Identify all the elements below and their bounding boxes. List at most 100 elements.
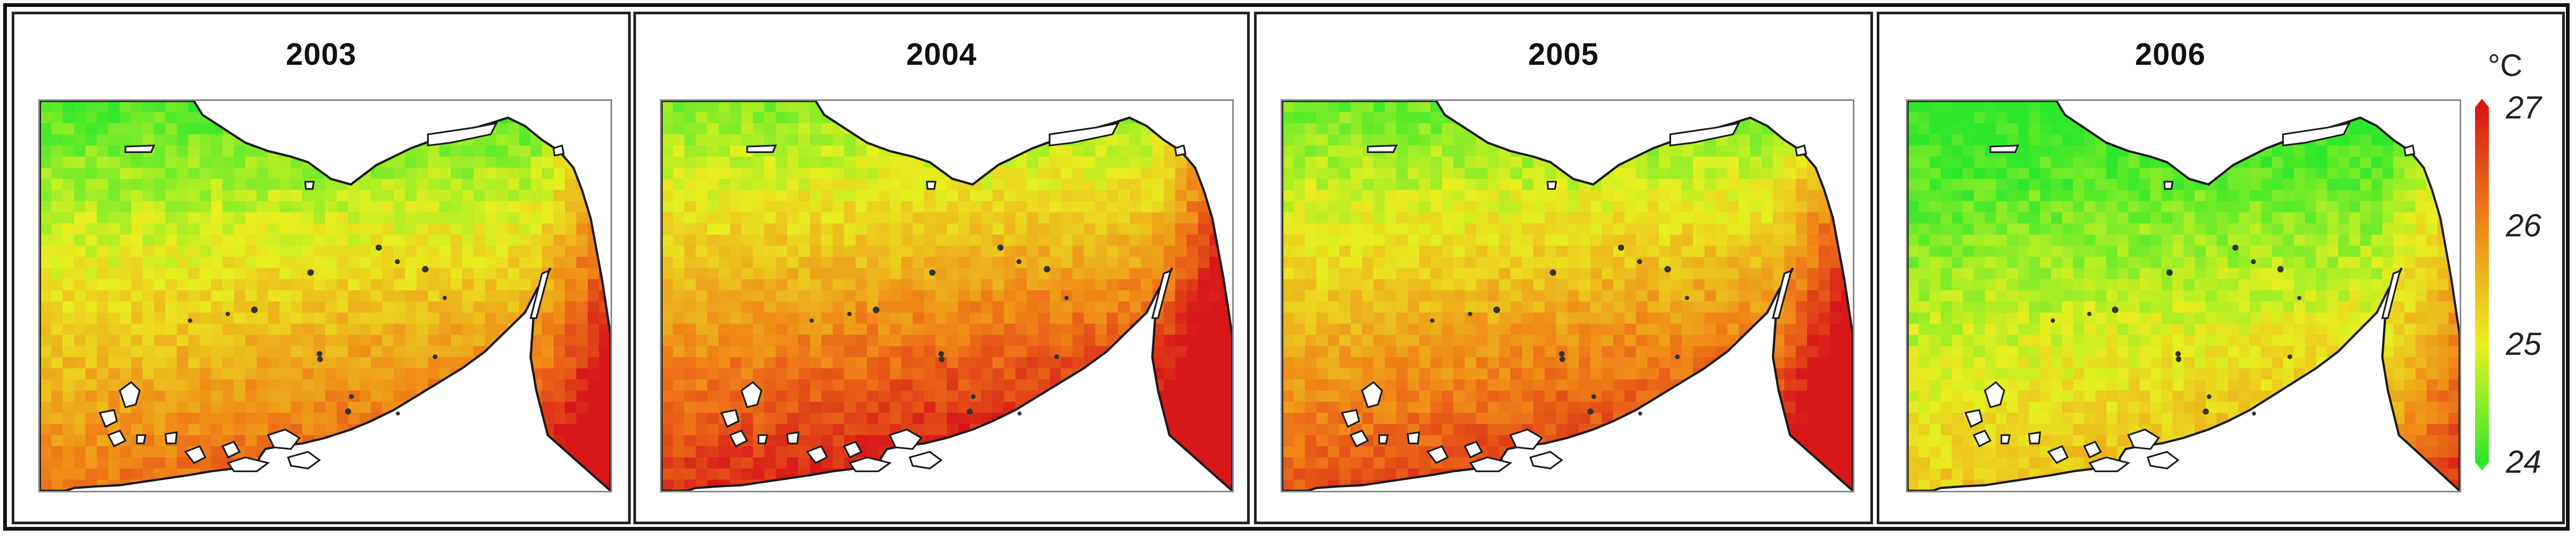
islet bbox=[847, 312, 852, 317]
islet bbox=[2252, 411, 2256, 416]
legend-tick: 26 bbox=[2506, 208, 2541, 243]
islet bbox=[188, 318, 192, 323]
island bbox=[1984, 381, 2005, 408]
island bbox=[184, 445, 207, 464]
island bbox=[529, 269, 550, 319]
islet bbox=[938, 356, 945, 362]
islet bbox=[394, 259, 400, 265]
islet bbox=[1559, 351, 1565, 357]
islet bbox=[2297, 295, 2302, 300]
islet bbox=[1591, 394, 1597, 399]
islet bbox=[1549, 269, 1556, 276]
islet bbox=[2050, 318, 2055, 323]
islet bbox=[967, 408, 973, 415]
islet bbox=[2277, 266, 2284, 272]
islet bbox=[2166, 269, 2173, 276]
island bbox=[1349, 429, 1369, 448]
island bbox=[1669, 122, 1741, 147]
sea-temperature-map bbox=[660, 99, 1234, 492]
islet bbox=[433, 354, 438, 360]
sea-temperature-map bbox=[38, 99, 612, 492]
temperature-field bbox=[662, 101, 1232, 491]
island bbox=[427, 122, 498, 147]
island bbox=[267, 428, 301, 450]
islet bbox=[2251, 259, 2256, 265]
island bbox=[848, 456, 892, 472]
map-svg bbox=[1282, 101, 1853, 491]
islet bbox=[1617, 244, 1624, 251]
islet bbox=[2202, 408, 2209, 415]
islet bbox=[1664, 266, 1671, 272]
islet bbox=[375, 244, 382, 251]
island bbox=[164, 431, 178, 445]
island bbox=[221, 440, 241, 459]
island bbox=[2088, 456, 2131, 472]
panel-2005: 2005 bbox=[1254, 12, 1873, 524]
islet bbox=[2287, 354, 2292, 360]
legend-tick: 27 bbox=[2506, 90, 2541, 125]
island bbox=[1463, 440, 1484, 459]
panel-title: 2006 bbox=[2134, 37, 2206, 72]
temperature-field bbox=[1908, 101, 2460, 491]
islet bbox=[1587, 408, 1594, 415]
island bbox=[843, 440, 863, 459]
island bbox=[124, 144, 156, 154]
island bbox=[1794, 144, 1807, 157]
islet bbox=[1637, 259, 1642, 265]
island bbox=[1361, 381, 1383, 408]
island bbox=[98, 409, 118, 428]
island bbox=[1341, 409, 1360, 428]
islet bbox=[929, 269, 936, 276]
island bbox=[1406, 431, 1420, 445]
island bbox=[1989, 144, 2020, 154]
islet bbox=[2206, 394, 2211, 399]
island bbox=[2047, 445, 2069, 464]
legend-colorbar bbox=[2475, 99, 2489, 471]
island bbox=[728, 429, 749, 448]
island bbox=[1174, 144, 1187, 157]
islet bbox=[1493, 306, 1501, 313]
island bbox=[740, 381, 762, 408]
islet bbox=[2087, 312, 2092, 317]
island bbox=[1772, 269, 1793, 319]
color-legend: °C 27 26 25 24 bbox=[2465, 48, 2561, 515]
islet bbox=[349, 394, 354, 399]
islet bbox=[1044, 266, 1050, 272]
islet bbox=[225, 312, 230, 317]
temperature-field bbox=[40, 101, 611, 491]
island bbox=[2282, 122, 2351, 147]
sea-temperature-map bbox=[1906, 99, 2461, 492]
island bbox=[720, 409, 740, 428]
panel-title: 2004 bbox=[906, 37, 977, 72]
islet bbox=[1638, 411, 1642, 416]
panel-2004: 2004 bbox=[633, 12, 1250, 524]
island bbox=[1469, 456, 1513, 472]
island bbox=[926, 181, 937, 190]
panel-title: 2005 bbox=[1528, 37, 1599, 72]
panel-title: 2003 bbox=[285, 37, 357, 72]
islet bbox=[317, 356, 323, 362]
islet bbox=[2112, 306, 2119, 313]
islet bbox=[1017, 411, 1022, 416]
sea-temperature-map bbox=[1281, 99, 1854, 492]
islet bbox=[1684, 295, 1690, 300]
island bbox=[2127, 428, 2160, 450]
islet bbox=[2175, 356, 2182, 362]
island bbox=[2381, 269, 2402, 319]
map-svg bbox=[662, 101, 1232, 491]
island bbox=[2083, 440, 2102, 459]
islet bbox=[1016, 259, 1022, 265]
island bbox=[552, 144, 565, 157]
legend-tick: 24 bbox=[2506, 444, 2541, 480]
legend-unit: °C bbox=[2488, 48, 2523, 83]
panel-2003: 2003 bbox=[12, 12, 631, 524]
islet bbox=[1675, 354, 1680, 360]
islet bbox=[997, 244, 1004, 251]
islet bbox=[422, 266, 429, 272]
islet bbox=[442, 295, 447, 300]
islet bbox=[1468, 312, 1472, 317]
island bbox=[2001, 434, 2011, 445]
islet bbox=[2175, 351, 2181, 357]
island bbox=[888, 428, 923, 450]
islet bbox=[317, 351, 323, 357]
